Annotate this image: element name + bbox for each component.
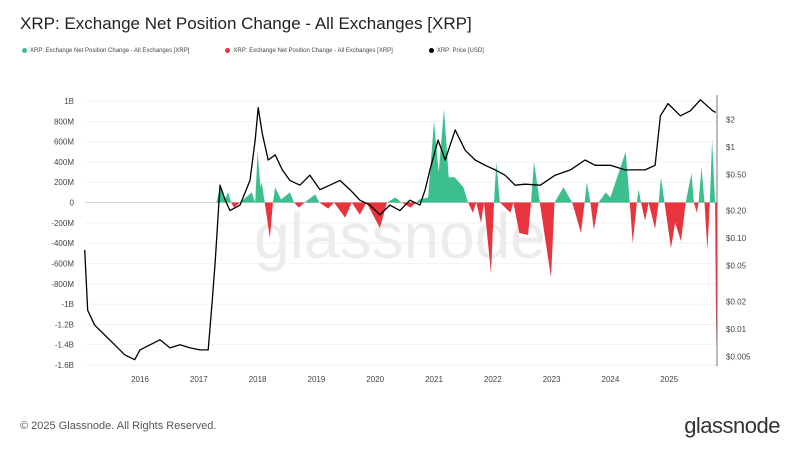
y-tick-label: 600M [54, 138, 74, 147]
y-right-tick-label: $0.01 [726, 325, 747, 334]
legend-item-net-positive[interactable]: XRP: Exchange Net Position Change - All … [22, 48, 189, 54]
x-tick-label: 2016 [131, 375, 149, 384]
y-tick-label: -200M [51, 219, 74, 228]
chart-plot: glassnode 1B 800M 600M 400M 200M 0 -200M -400M -6… [51, 95, 751, 384]
x-tick-label: 2020 [366, 375, 384, 384]
legend-item-price[interactable]: XRP: Price [USD] [428, 48, 484, 54]
price-line [84, 99, 717, 361]
legend-item-net-negative[interactable]: XRP: Exchange Net Position Change - All … [225, 48, 393, 54]
x-tick-label: 2019 [308, 375, 326, 384]
y-tick-label: -800M [51, 280, 74, 289]
legend-dot-icon [225, 48, 231, 53]
y-tick-label: -1.2B [55, 320, 74, 329]
y-tick-label: -1B [62, 300, 74, 309]
y-tick-label: -1.4B [55, 341, 74, 350]
y-tick-label: -600M [51, 259, 74, 268]
y-tick-label: -1.6B [55, 361, 74, 370]
y-right-tick-label: $0.10 [726, 234, 747, 243]
net-position-negative-area [231, 202, 717, 345]
x-tick-label: 2017 [190, 375, 208, 384]
x-tick-label: 2018 [249, 375, 267, 384]
x-tick-label: 2023 [543, 375, 561, 384]
copyright: © 2025 Glassnode. All Rights Reserved. [20, 420, 217, 432]
x-tick-label: 2021 [425, 375, 443, 384]
watermark: glassnode [254, 200, 546, 272]
x-tick-label: 2022 [484, 375, 502, 384]
y-right-tick-label: $0.02 [726, 298, 747, 307]
y-tick-label: 400M [54, 158, 74, 167]
y-tick-label: 1B [64, 97, 74, 106]
y-right-tick-label: $0.005 [726, 352, 751, 361]
legend-dot-icon [22, 48, 27, 53]
y-right-tick-label: $0.20 [726, 207, 747, 216]
y-tick-label: 200M [54, 178, 74, 187]
legend-dot-icon [428, 48, 434, 53]
y-right-tick-label: $2 [726, 116, 735, 125]
chart-title: XRP: Exchange Net Position Change - All … [20, 14, 472, 33]
x-tick-label: 2024 [602, 375, 620, 384]
y-tick-label: -400M [51, 239, 74, 248]
brand-logo: glassnode [684, 413, 780, 438]
y-right-tick-label: $0.05 [726, 261, 747, 270]
x-tick-label: 2025 [660, 375, 678, 384]
y-tick-label: 0 [70, 199, 75, 208]
y-tick-label: 800M [54, 117, 74, 126]
legend: XRP: Exchange Net Position Change - All … [22, 48, 484, 54]
y-right-tick-label: $1 [726, 143, 735, 152]
y-right-tick-label: $0.50 [726, 170, 747, 179]
